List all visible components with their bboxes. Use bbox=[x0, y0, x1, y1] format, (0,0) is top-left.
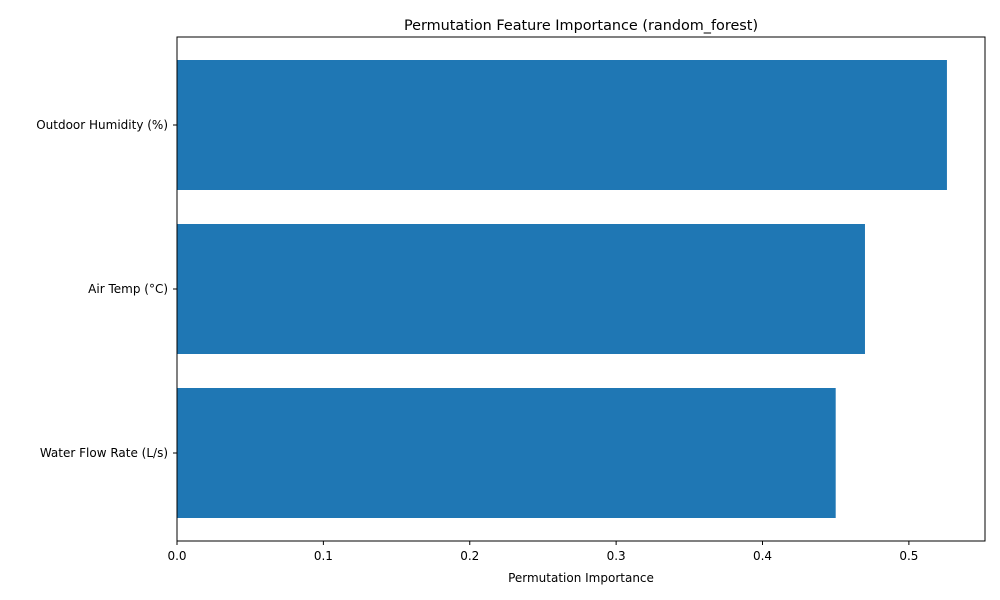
bar bbox=[177, 224, 865, 354]
x-tick-label: 0.3 bbox=[607, 549, 626, 563]
x-axis-label: Permutation Importance bbox=[508, 571, 654, 585]
x-tick-label: 0.5 bbox=[899, 549, 918, 563]
x-tick-label: 0.2 bbox=[460, 549, 479, 563]
x-tick-label: 0.1 bbox=[314, 549, 333, 563]
bar bbox=[177, 60, 947, 190]
y-tick-label: Water Flow Rate (L/s) bbox=[40, 446, 168, 460]
y-tick-label: Air Temp (°C) bbox=[88, 282, 168, 296]
chart-title: Permutation Feature Importance (random_f… bbox=[404, 18, 758, 34]
y-tick-label: Outdoor Humidity (%) bbox=[36, 118, 168, 132]
x-tick-label: 0.4 bbox=[753, 549, 772, 563]
bar bbox=[177, 388, 836, 518]
plot-frame bbox=[176, 36, 986, 542]
x-tick-label: 0.0 bbox=[167, 549, 186, 563]
y-axis-ticks: Outdoor Humidity (%) Air Temp (°C) Water F… bbox=[36, 118, 177, 460]
bars-group bbox=[177, 60, 947, 518]
x-axis-ticks: 0.0 0.1 0.2 0.3 0.4 0.5 bbox=[167, 541, 918, 563]
